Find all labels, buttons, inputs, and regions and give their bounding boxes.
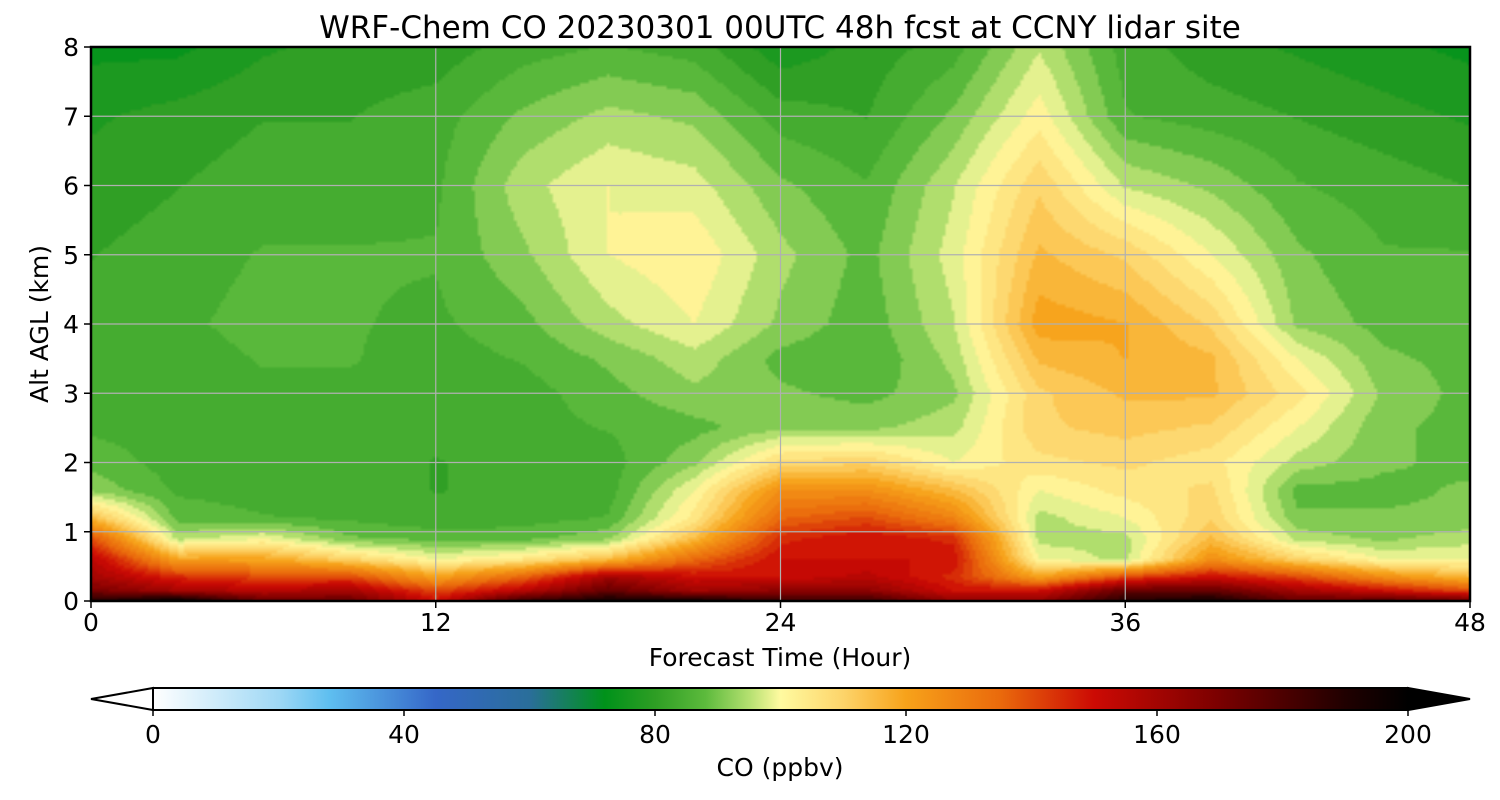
colorbar-tick-label: 80 (639, 720, 671, 749)
y-tick-label: 0 (63, 587, 79, 616)
y-tick-label: 8 (63, 33, 79, 62)
y-tick-label: 7 (63, 102, 79, 131)
y-tick-label: 2 (63, 449, 79, 478)
y-tick-label: 6 (63, 172, 79, 201)
colorbar-tick-label: 120 (882, 720, 930, 749)
colorbar-ticks: 0 40 80 120 160 200 (145, 710, 1432, 749)
plot-area (89, 45, 1472, 603)
x-axis-ticks: 0 12 24 36 48 (83, 601, 1486, 637)
y-axis-ticks: 0 1 2 3 4 5 6 7 8 (63, 33, 91, 616)
y-tick-label: 3 (63, 379, 79, 408)
y-tick-label: 5 (63, 241, 79, 270)
colorbar-extend-min (90, 686, 154, 712)
colorbar-tick-label: 0 (145, 720, 161, 749)
colorbar-extend-max (1407, 686, 1471, 712)
x-tick-label: 24 (765, 608, 797, 637)
x-tick-label: 48 (1454, 608, 1486, 637)
colorbar-tick-label: 40 (388, 720, 420, 749)
colorbar: 0 40 80 120 160 200 CO (ppbv) (90, 686, 1471, 782)
chart-title: WRF-Chem CO 20230301 00UTC 48h fcst at C… (319, 10, 1241, 46)
x-tick-label: 0 (83, 608, 99, 637)
colorbar-tick-label: 160 (1133, 720, 1181, 749)
y-tick-label: 4 (63, 310, 79, 339)
colorbar-label: CO (ppbv) (717, 753, 844, 782)
x-tick-label: 36 (1109, 608, 1141, 637)
colorbar-tick-label: 200 (1384, 720, 1432, 749)
y-axis-label: Alt AGL (km) (25, 245, 54, 403)
x-axis-label: Forecast Time (Hour) (649, 643, 912, 672)
x-tick-label: 12 (420, 608, 452, 637)
y-tick-label: 1 (63, 518, 79, 547)
colorbar-gradient (152, 687, 1409, 711)
